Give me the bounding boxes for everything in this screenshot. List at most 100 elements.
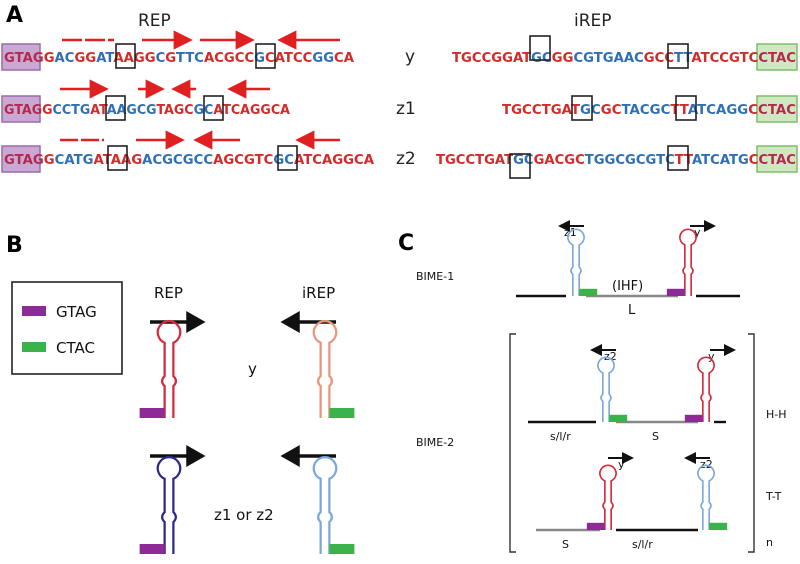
bime1-y-hairpin <box>679 228 697 296</box>
rep-sequence-z2: GTAGGCATGATAAGACGCGCCAGCGTCGCATCAGGCA <box>4 153 374 168</box>
gtag-highlight-row-z1 <box>1 95 41 123</box>
irep-seq-segment: C <box>749 153 759 168</box>
panel-b-row1-label: y <box>248 360 257 378</box>
rep-seq-segment: CATG <box>55 153 94 168</box>
legend-gtag-swatch <box>22 306 46 316</box>
irep-seq-segment: CGTGAAC <box>573 51 643 66</box>
bime2-tt-y-hairpin-end-tab <box>586 522 605 530</box>
bime2-tt-z2-hairpin <box>697 464 715 530</box>
irep-seq-segment: GC <box>531 51 552 66</box>
panel-a-letter: A <box>6 3 23 28</box>
rep-seq-segment: G <box>165 51 176 66</box>
rep-seq-segment: ACGCC <box>204 51 254 66</box>
irep-seq-segment: ATCAGG <box>688 103 748 118</box>
rep-seq-segment: ATAAG <box>94 153 143 168</box>
rep-seq-segment: CA <box>334 51 354 66</box>
rep-z-hairpin <box>156 456 182 554</box>
irep-seq-segment: ATCCGTC <box>691 51 758 66</box>
rep-sequence-z1: GTAGGCCTGATAAGCGTAGCGCATCAGGCA <box>4 103 290 118</box>
legend: GTAG CTAC <box>11 281 123 375</box>
bime2-tt-y-hairpin <box>599 464 617 530</box>
rep-seq-segment: ATCAGGCA <box>213 103 290 118</box>
irep-seq-segment: C <box>748 103 758 118</box>
rep-y-hairpin <box>156 320 182 418</box>
rep-seq-segment: GTAG <box>4 153 44 168</box>
bime1-right-hairpin-label: y <box>694 226 701 239</box>
rep-seq-segment: GTAG <box>4 51 44 66</box>
bime2-tt-orientation: T-T <box>765 490 782 503</box>
panel-c-hairpins <box>567 228 728 530</box>
irep-seq-segment: TACGC <box>622 103 671 118</box>
bime2-hh-orientation: H-H <box>766 408 787 421</box>
rep-seq-segment: G <box>254 51 265 66</box>
legend-ctac-swatch <box>22 342 46 352</box>
irep-seq-segment: CTAC <box>758 51 796 66</box>
irep-z-hairpin-end-tab <box>329 544 355 554</box>
bime2-hh-z2-hairpin <box>597 356 615 422</box>
stem-arrows <box>60 30 340 150</box>
irep-seq-segment: TGGCGCGTC <box>585 153 675 168</box>
panel-a-rep-header: REP <box>138 11 171 31</box>
irep-seq-segment: TGCCTGAT <box>436 153 513 168</box>
bime2-hh-y-hairpin-end-tab <box>684 414 703 422</box>
rep-seq-segment: TAGC <box>156 103 193 118</box>
panel-b-hairpins <box>139 320 355 554</box>
panel-b-irep-header: iREP <box>302 284 335 302</box>
rep-seq-segment: AGCGTC <box>213 153 273 168</box>
irep-seq-segment: TT <box>674 51 692 66</box>
rep-seq-segment: C <box>156 51 166 66</box>
irep-seq-segment: GG <box>552 51 574 66</box>
bime1-y-hairpin-end-tab <box>666 288 685 296</box>
gtag-highlight-row-z2 <box>1 145 41 173</box>
irep-seq-segment: GCC <box>644 51 674 66</box>
irep-seq-segment: GACGC <box>534 153 585 168</box>
bime2-hh-left-hairpin-label: z2 <box>604 350 617 363</box>
rep-seq-segment: AT <box>90 103 108 118</box>
ctac-highlight-row-z1 <box>756 95 798 123</box>
bime2-name: BIME-2 <box>416 436 454 449</box>
bime2-repeat-label: n <box>766 536 773 549</box>
bime2-hh-z2-hairpin-end-tab <box>609 414 628 422</box>
row-label-z2: z2 <box>396 149 416 169</box>
rep-seq-segment: G <box>44 51 55 66</box>
rep-seq-segment: G <box>42 103 52 118</box>
rep-seq-segment: G <box>44 153 55 168</box>
irep-seq-segment: ATCATG <box>692 153 749 168</box>
ctac-highlight-row-y <box>756 43 798 71</box>
irep-y-hairpin-end-tab <box>329 408 355 418</box>
irep-seq-segment: GC <box>601 103 622 118</box>
row-label-z1: z1 <box>396 99 416 119</box>
boxed-nucleotides <box>105 35 697 179</box>
bime2-tt-left-label: S <box>562 538 569 551</box>
bime1-name: BIME-1 <box>416 270 454 283</box>
rep-seq-segment: ACGCGCC <box>142 153 213 168</box>
rep-sequence-y: GTAGGACGGATAAGGCGTTCACGCCGCATCCGGCA <box>4 51 354 66</box>
irep-y-hairpin <box>312 320 338 418</box>
irep-sequence-z1: TGCCTGAT GCGCTACGCTTATCAGG CCTAC <box>502 103 796 118</box>
row-label-y: y <box>405 47 415 67</box>
bime2-brackets <box>509 333 755 553</box>
panel-b-rep-header: REP <box>154 284 183 302</box>
irep-seq-segment: TGCCTGAT <box>502 103 580 118</box>
bime2-hh-right-hairpin-label: y <box>708 350 715 363</box>
rep-z-hairpin-end-tab <box>139 544 165 554</box>
rep-seq-segment: GG <box>75 51 97 66</box>
bime2-hh-y-hairpin <box>697 356 715 422</box>
ctac-highlight-row-z2 <box>756 145 798 173</box>
rep-seq-segment: TTC <box>176 51 204 66</box>
rep-seq-segment: AC <box>55 51 75 66</box>
bime2-hh-spacer-label: S <box>652 430 659 443</box>
irep-sequence-z2: TGCCTGATGCGACGCTGGCGCGTCTTATCATGCCTAC <box>436 153 796 168</box>
rep-seq-segment: AAGCG <box>107 103 157 118</box>
irep-seq-segment: GC <box>580 103 601 118</box>
rep-seq-segment: CATCC <box>265 51 312 66</box>
irep-seq-segment: CTAC <box>758 103 796 118</box>
panel-c-arrows <box>558 220 736 464</box>
bime2-tt-spacer-label: s/l/r <box>632 538 653 551</box>
panel-b-arrows <box>150 310 336 468</box>
bime2-hh-left-label: s/l/r <box>550 430 571 443</box>
gtag-highlight-row-y <box>1 43 41 71</box>
rep-seq-segment: GTAG <box>4 103 42 118</box>
rep-seq-segment: GG <box>312 51 334 66</box>
